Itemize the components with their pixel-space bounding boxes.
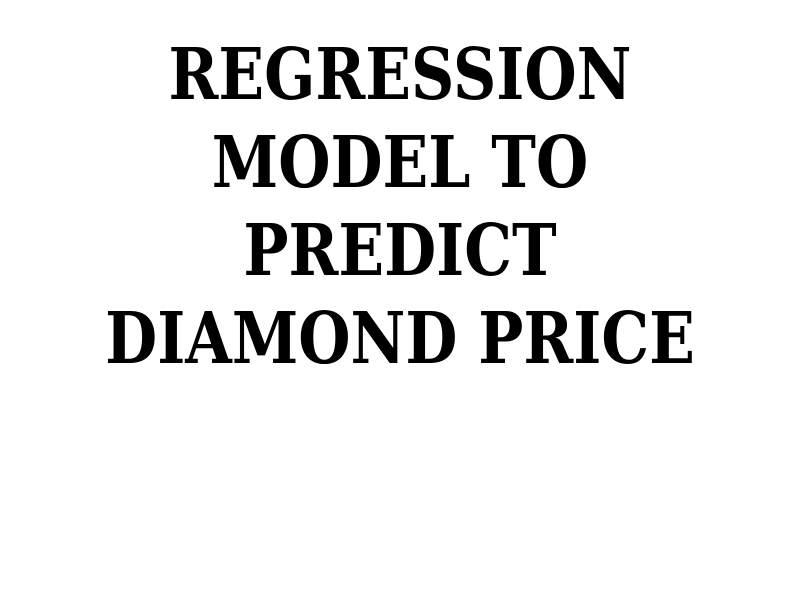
title-line-1-text: REGRESSION (168, 33, 632, 117)
title-line-2: MODEL TO (0, 116, 800, 220)
title-line-2-text: MODEL TO (211, 121, 589, 205)
title-line-3-text: PREDICT (243, 209, 557, 293)
title-line-4: DIAMOND PRICE (0, 292, 800, 396)
title-line-1: REGRESSION (0, 28, 800, 132)
title-block: REGRESSION MODEL TO PREDICT DIAMOND PRIC… (0, 28, 800, 380)
title-line-4-text: DIAMOND PRICE (105, 297, 695, 381)
title-line-3: PREDICT (0, 204, 800, 308)
